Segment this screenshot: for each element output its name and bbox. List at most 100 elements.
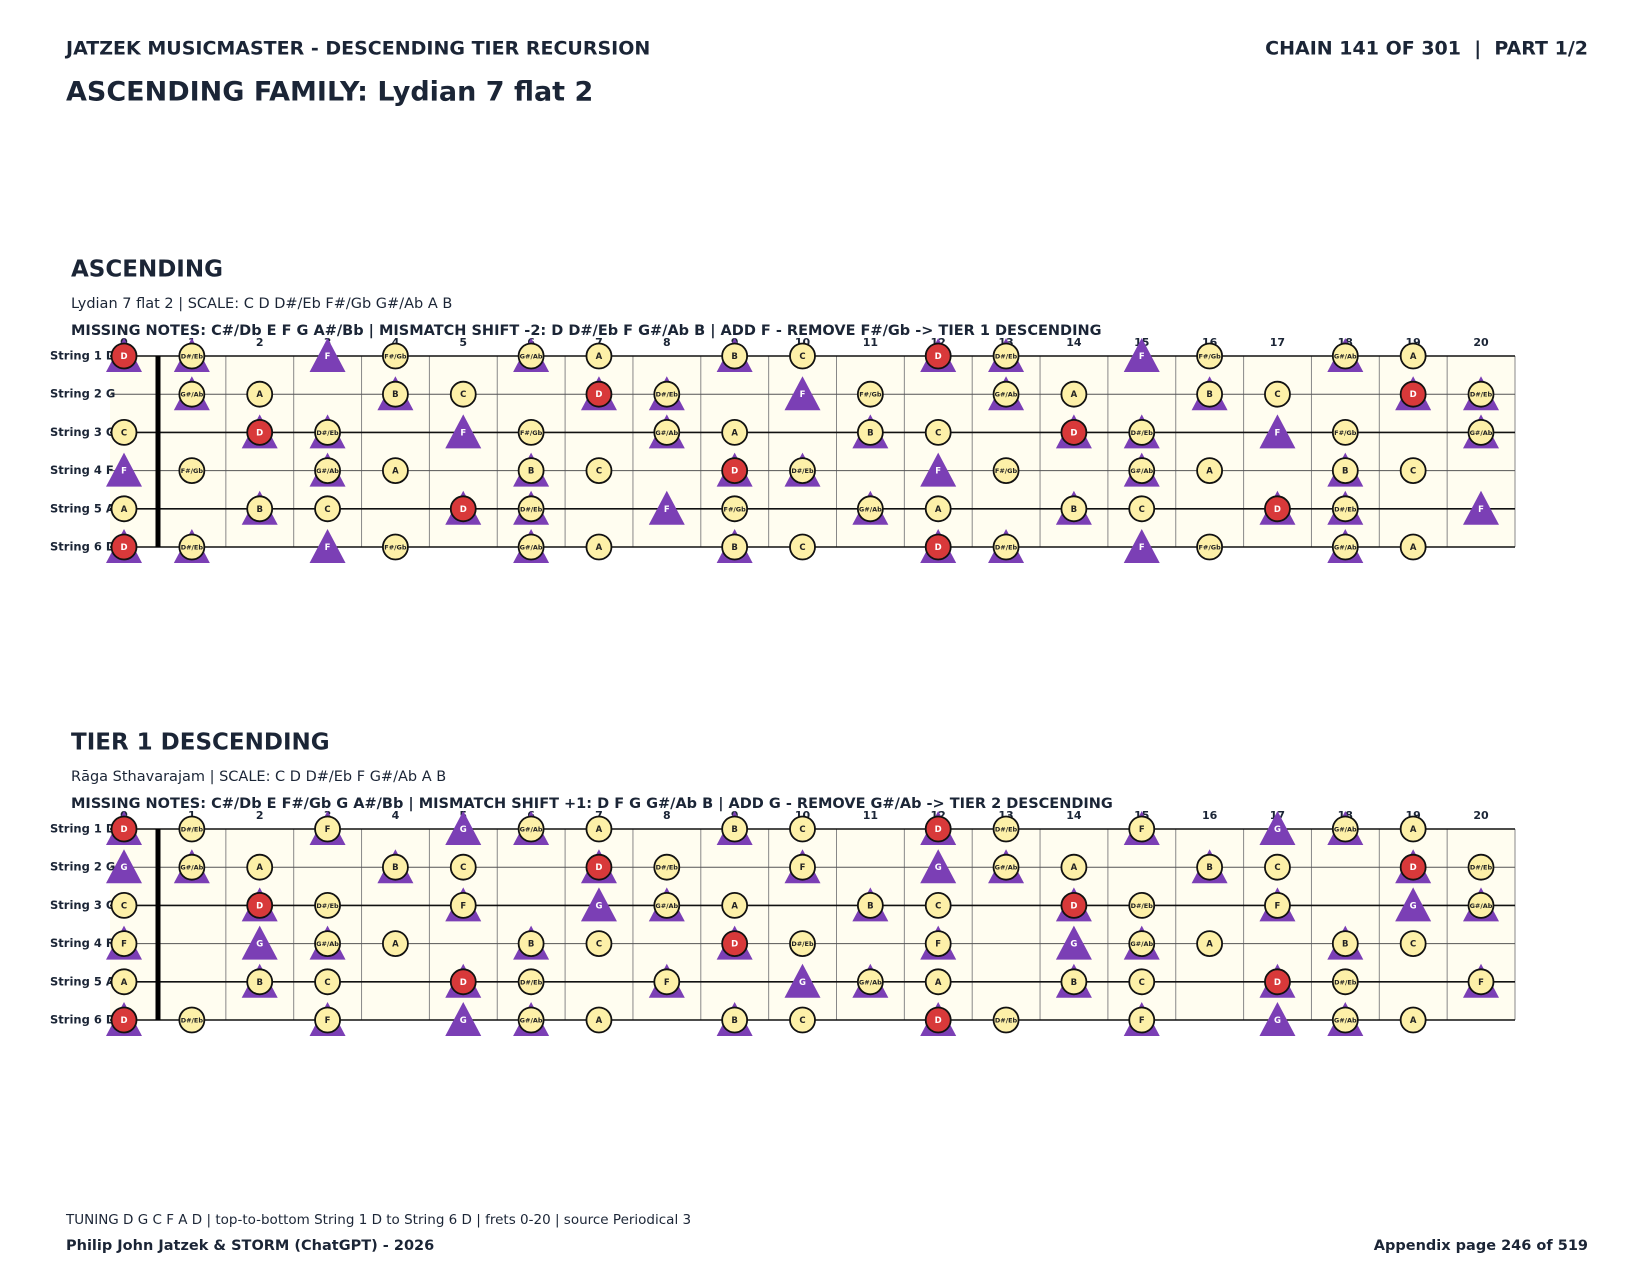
note-label: G#/Ab — [520, 353, 543, 361]
shift-triangle — [920, 849, 957, 884]
note-label: G#/Ab — [1130, 940, 1153, 948]
scale-note — [1264, 853, 1291, 881]
shift-triangle — [1259, 1002, 1296, 1036]
scale-note — [178, 533, 206, 561]
scale-note — [721, 495, 749, 523]
scale-note — [517, 533, 545, 561]
note-label: D — [1274, 978, 1281, 988]
scale-note — [110, 930, 138, 957]
shift-triangle — [445, 1002, 482, 1036]
note-label: G#/Ab — [1334, 1017, 1357, 1025]
scale-note — [1331, 457, 1359, 485]
note-label: D — [731, 940, 738, 950]
note-label: G#/Ab — [859, 978, 882, 986]
scale-note — [585, 533, 613, 561]
note-label: F — [800, 863, 806, 873]
note-label: B — [1206, 863, 1212, 873]
note-label: C — [1274, 863, 1280, 873]
scale-note — [178, 342, 206, 370]
note-label: D — [1070, 428, 1077, 438]
note-label: C — [1139, 505, 1145, 515]
note-label: G#/Ab — [995, 391, 1018, 399]
scale-note — [585, 815, 613, 843]
shift-triangle — [920, 452, 957, 487]
string-label: String 4 F — [50, 463, 114, 477]
scale-note — [1467, 380, 1495, 408]
root-note — [449, 968, 477, 996]
note-label: G#/Ab — [1334, 544, 1357, 552]
shift-triangle — [241, 925, 278, 960]
scale-line: Lydian 7 flat 2 | SCALE: C D D#/Eb F#/Gb… — [71, 296, 452, 312]
shift-triangle — [445, 414, 482, 449]
note-label: F#/Gb — [181, 467, 204, 475]
scale-note — [517, 815, 545, 843]
note-label: F — [800, 390, 806, 400]
note-label: D — [1070, 901, 1077, 911]
root-note — [585, 380, 613, 408]
fret-number: 8 — [663, 336, 671, 349]
note-label: A — [935, 505, 942, 515]
string-label: String 4 F — [50, 936, 114, 950]
scale-note — [789, 457, 816, 485]
note-label: G#/Ab — [520, 826, 543, 834]
note-label: C — [799, 543, 805, 553]
scale-note — [1128, 892, 1156, 919]
note-label: F — [460, 428, 466, 438]
note-label: G — [595, 901, 602, 911]
note-label: B — [392, 390, 398, 400]
fret-number: 4 — [392, 809, 400, 822]
note-label: B — [731, 543, 737, 553]
scale-note — [585, 1006, 613, 1034]
scale-note — [1196, 930, 1223, 957]
scale-note — [1399, 930, 1427, 957]
shift-triangle — [1123, 338, 1160, 372]
note-label: A — [392, 940, 399, 950]
shift-triangle — [309, 529, 346, 563]
note-label: D#/Eb — [1470, 864, 1493, 872]
scale-note — [178, 1006, 206, 1034]
scale-note — [1060, 968, 1088, 996]
scale-note — [721, 418, 749, 446]
string-label: String 6 D — [50, 540, 115, 554]
note-label: F — [121, 940, 127, 950]
root-note — [246, 892, 274, 919]
note-label: D — [935, 1016, 942, 1026]
note-label: D — [120, 352, 127, 362]
note-label: G#/Ab — [180, 864, 203, 872]
note-label: D — [256, 428, 263, 438]
note-label: F — [1478, 505, 1484, 515]
note-label: G#/Ab — [520, 544, 543, 552]
footer-author: Philip John Jatzek & STORM (ChatGPT) - 2… — [66, 1238, 434, 1254]
shift-triangle — [784, 963, 821, 998]
scale-note — [585, 930, 613, 957]
note-label: G#/Ab — [1470, 429, 1493, 437]
shift-triangle — [1055, 925, 1092, 960]
note-label: D — [595, 863, 602, 873]
scale-note — [721, 892, 749, 919]
scale-note — [381, 380, 409, 408]
note-label: B — [731, 352, 737, 362]
scale-line: Rāga Sthavarajam | SCALE: C D D#/Eb F G#… — [71, 769, 446, 785]
scale-note — [314, 815, 341, 843]
root-note — [246, 418, 274, 446]
note-label: D — [120, 543, 127, 553]
scale-note — [1399, 533, 1427, 561]
scale-note — [789, 342, 816, 370]
scale-note — [517, 930, 545, 957]
scale-note — [924, 495, 952, 523]
note-label: D#/Eb — [995, 544, 1018, 552]
note-label: D — [731, 467, 738, 477]
note-label: C — [121, 428, 127, 438]
scale-note — [517, 342, 545, 370]
note-label: C — [935, 428, 941, 438]
root-note — [1399, 853, 1427, 881]
note-label: F — [1275, 901, 1281, 911]
root-note — [1264, 495, 1291, 523]
scale-note — [1467, 853, 1495, 881]
scale-note — [517, 457, 545, 485]
scale-note — [653, 892, 681, 919]
fret-number: 5 — [459, 336, 467, 349]
note-label: G — [460, 825, 467, 835]
shift-triangle — [648, 490, 685, 525]
note-label: A — [731, 428, 738, 438]
